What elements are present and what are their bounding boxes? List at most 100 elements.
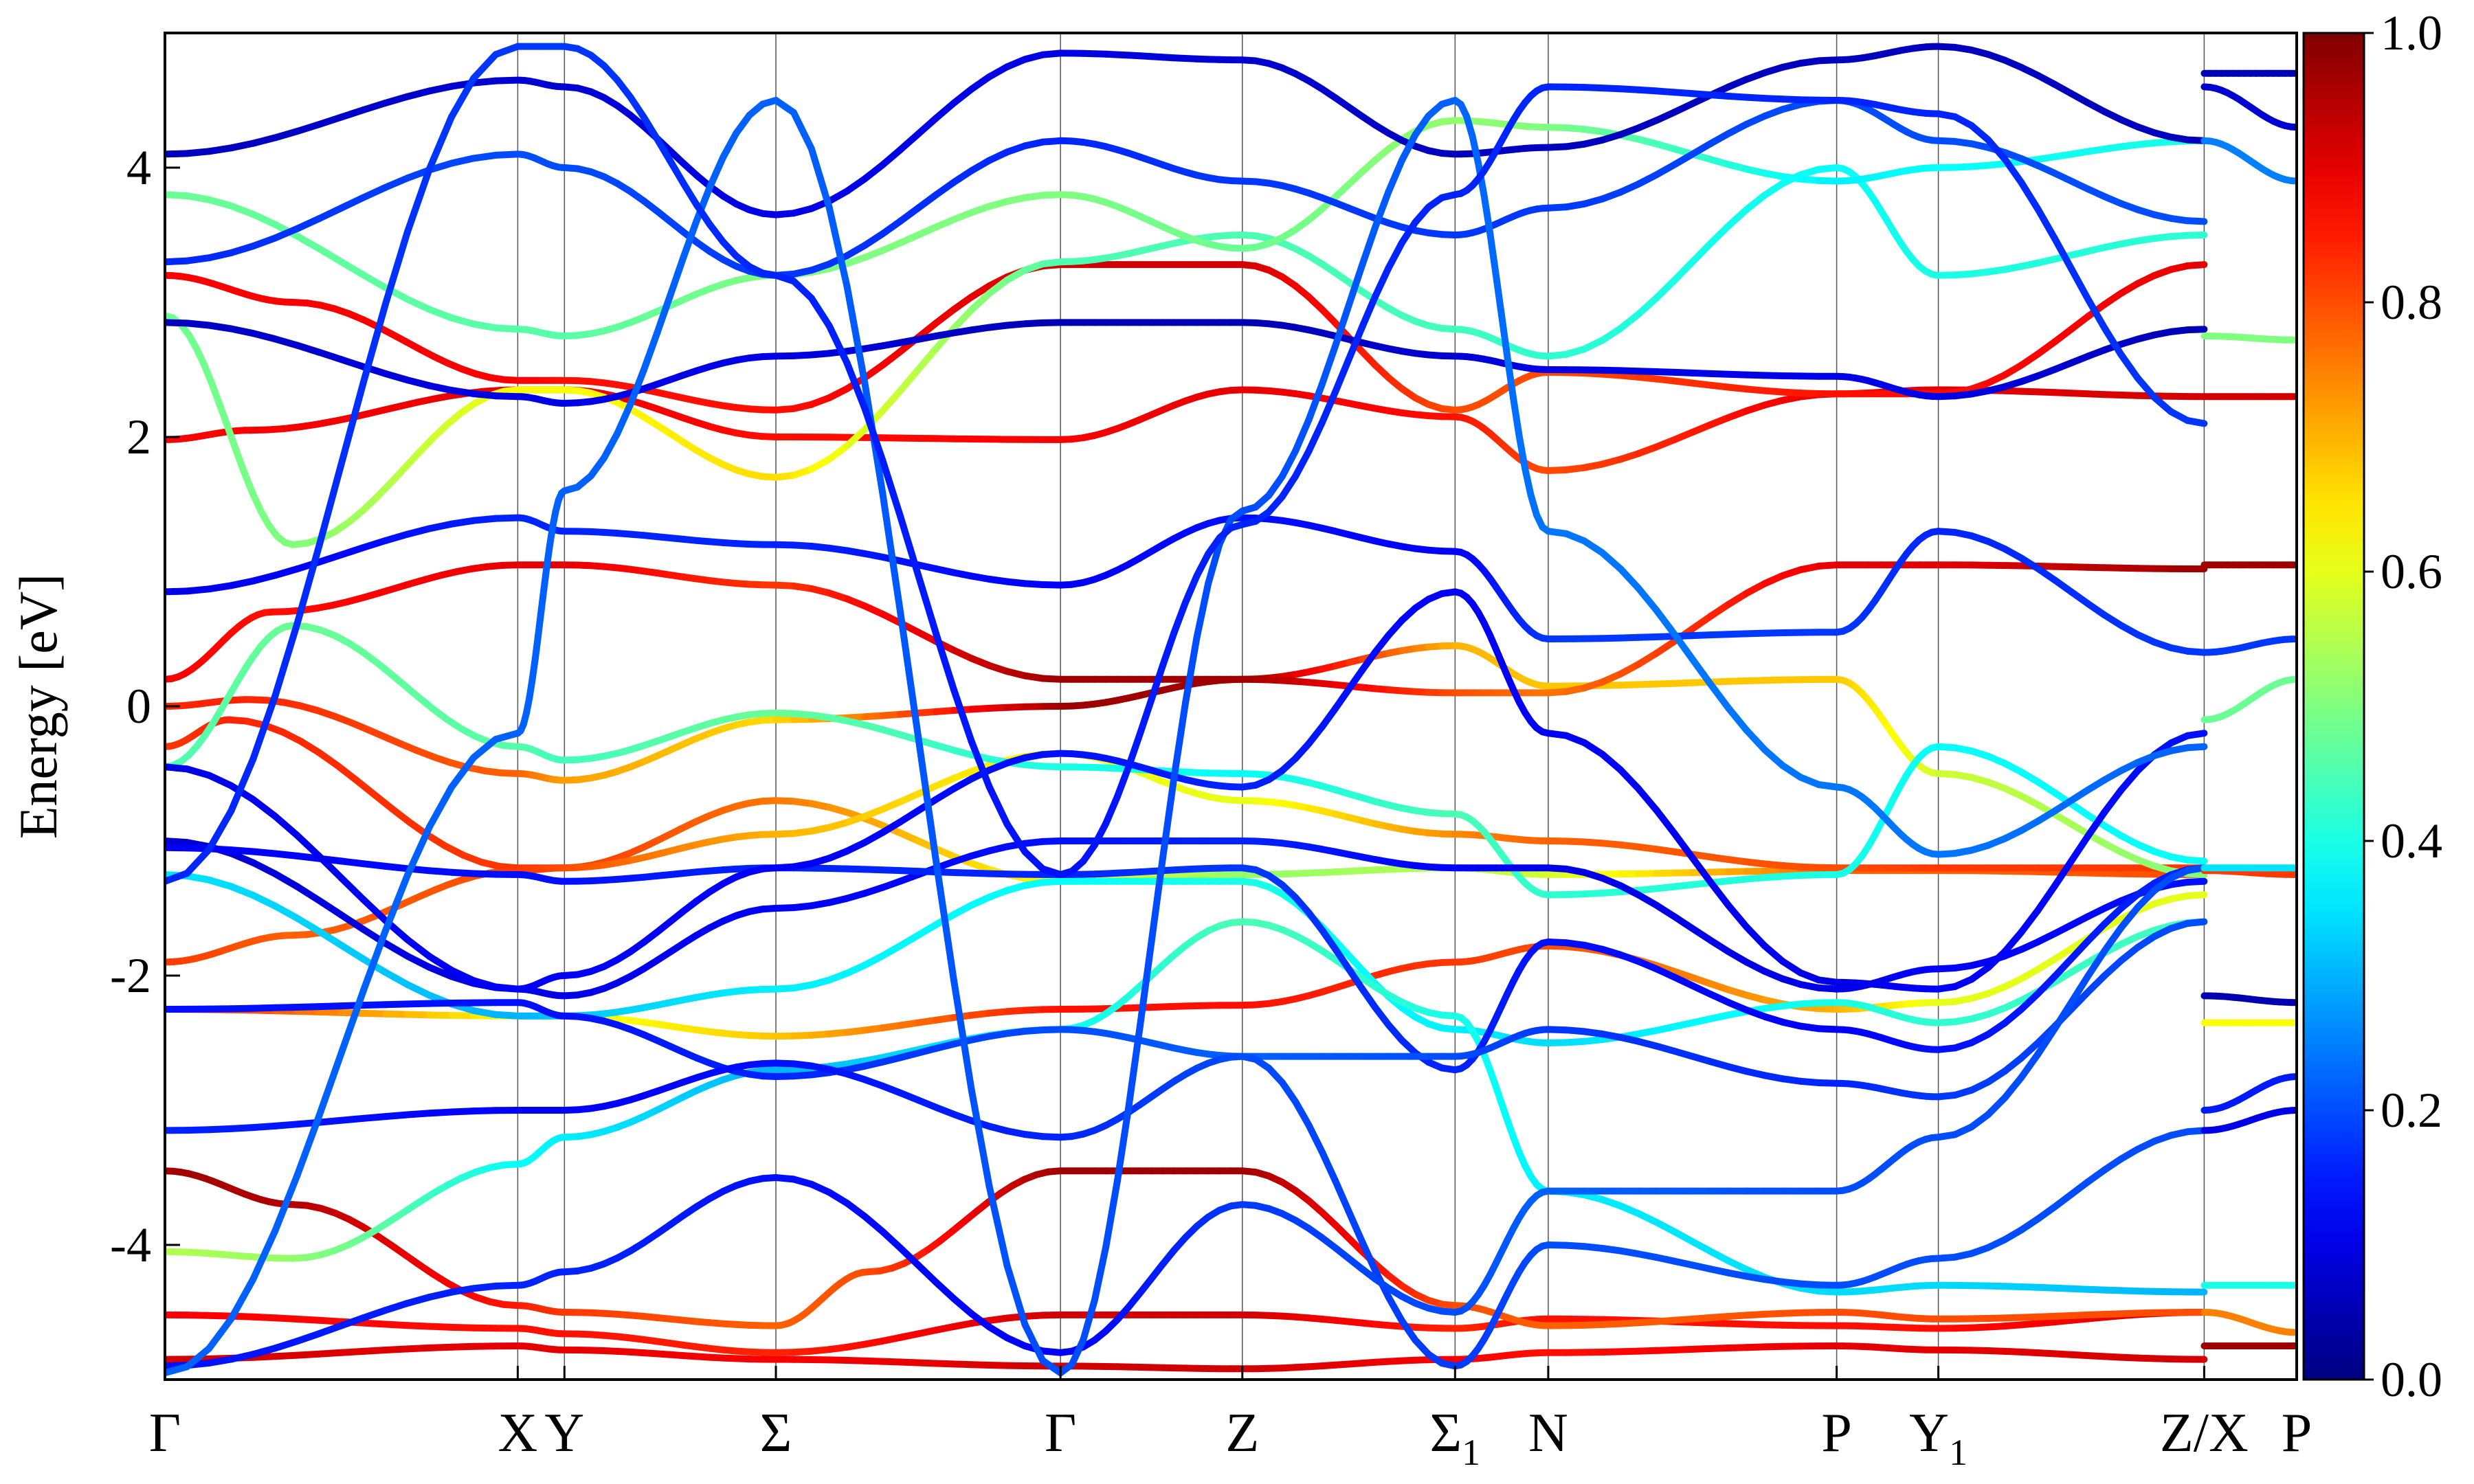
band-segment bbox=[426, 1343, 456, 1351]
band-segment bbox=[426, 953, 456, 974]
band-segment bbox=[205, 772, 235, 789]
band-segment bbox=[426, 113, 456, 172]
band bbox=[165, 1167, 2208, 1329]
band-segment bbox=[861, 230, 887, 249]
band-segment bbox=[1265, 473, 1286, 499]
band-segment bbox=[985, 1323, 1011, 1342]
band-segment bbox=[2051, 999, 2075, 1033]
band-segment bbox=[933, 306, 957, 327]
band-segment bbox=[271, 1171, 301, 1235]
band-segment bbox=[1761, 746, 1786, 769]
band-segment bbox=[1372, 264, 1392, 300]
band bbox=[165, 43, 2208, 885]
band-segment bbox=[640, 330, 660, 374]
band-segment bbox=[165, 191, 191, 200]
band-segment bbox=[165, 150, 191, 158]
band-segment bbox=[381, 1010, 411, 1018]
band-segment bbox=[1653, 807, 1678, 837]
band-segment bbox=[227, 202, 257, 218]
band-segment bbox=[1385, 1294, 1405, 1325]
band-segment bbox=[1779, 762, 1805, 781]
band-segment bbox=[843, 1200, 869, 1220]
band-segment bbox=[915, 319, 939, 341]
band-segment bbox=[359, 1307, 389, 1322]
band-segment bbox=[1635, 649, 1660, 668]
band-segment bbox=[825, 442, 851, 463]
band-segment bbox=[1707, 878, 1732, 909]
band-segment bbox=[1345, 965, 1366, 992]
band-segment bbox=[249, 210, 279, 228]
band-segment bbox=[825, 322, 851, 367]
band-segment bbox=[2034, 1025, 2058, 1058]
band-segment bbox=[933, 857, 957, 984]
band-segment bbox=[1968, 1111, 1992, 1131]
band-segment bbox=[2034, 882, 2058, 914]
band bbox=[2200, 1309, 2297, 1336]
band-segment bbox=[315, 1008, 345, 1016]
band-segment bbox=[359, 537, 389, 551]
band-segment bbox=[1305, 419, 1326, 455]
band-segment bbox=[470, 1282, 500, 1292]
band-segment bbox=[1707, 222, 1732, 247]
band-segment bbox=[2051, 1191, 2075, 1211]
y-tick-label: -4 bbox=[110, 1217, 151, 1272]
band-segment bbox=[271, 335, 301, 349]
band-segment bbox=[2117, 890, 2141, 912]
band-segment bbox=[1635, 585, 1660, 614]
band-segment bbox=[2101, 957, 2125, 980]
band-segment bbox=[249, 1227, 279, 1283]
band-segment bbox=[1707, 936, 1732, 956]
band-segment bbox=[1725, 948, 1750, 966]
band-segment bbox=[249, 892, 279, 910]
band-segment bbox=[614, 76, 634, 101]
band-segment bbox=[205, 144, 235, 155]
band-segment bbox=[1182, 633, 1201, 706]
band-segment bbox=[227, 1124, 257, 1132]
band-segment bbox=[249, 848, 279, 857]
band-segment bbox=[293, 341, 323, 356]
band-segment bbox=[470, 515, 500, 524]
band-segment bbox=[359, 183, 389, 201]
band-segment bbox=[897, 131, 922, 153]
band-segment bbox=[2018, 1050, 2042, 1081]
band-segment bbox=[315, 853, 345, 881]
band bbox=[2200, 1073, 2297, 1114]
band-segment bbox=[1318, 388, 1339, 427]
band-segment bbox=[492, 983, 522, 993]
band-segment bbox=[2117, 351, 2141, 382]
band-segment bbox=[359, 1009, 389, 1018]
band bbox=[2200, 83, 2297, 131]
band bbox=[2200, 675, 2297, 723]
band-segment bbox=[1305, 1121, 1326, 1156]
band-segment bbox=[2068, 265, 2092, 302]
band-segment bbox=[337, 356, 367, 370]
colorbar-tick-label: 0.6 bbox=[2381, 544, 2442, 599]
band-segment bbox=[271, 1338, 301, 1352]
band-segment bbox=[492, 1011, 522, 1020]
x-tick-label: P bbox=[1821, 1403, 1852, 1463]
band-segment bbox=[968, 1310, 993, 1331]
band-segment bbox=[293, 1350, 323, 1359]
band-segment bbox=[1318, 1148, 1339, 1184]
band-segment bbox=[879, 818, 904, 836]
band-segment bbox=[2068, 989, 2092, 1013]
band-segment bbox=[205, 249, 235, 262]
band-segment bbox=[950, 686, 975, 745]
band-segment bbox=[293, 914, 323, 935]
band-segment bbox=[1761, 180, 1786, 199]
band-segment bbox=[2184, 891, 2208, 899]
band-segment bbox=[293, 852, 323, 862]
band-segment bbox=[271, 620, 301, 699]
band-segment bbox=[627, 367, 647, 408]
band-segment bbox=[165, 837, 191, 846]
y-tick-label: 0 bbox=[126, 679, 151, 734]
band-segment bbox=[241, 471, 256, 497]
band-segment bbox=[337, 544, 367, 559]
band bbox=[2200, 992, 2297, 1007]
band-segment bbox=[448, 868, 478, 877]
band-segment bbox=[249, 1313, 279, 1322]
band bbox=[2200, 1107, 2297, 1134]
band-segment bbox=[1985, 1094, 2009, 1118]
band-segment bbox=[1292, 447, 1313, 480]
band bbox=[165, 561, 2208, 697]
